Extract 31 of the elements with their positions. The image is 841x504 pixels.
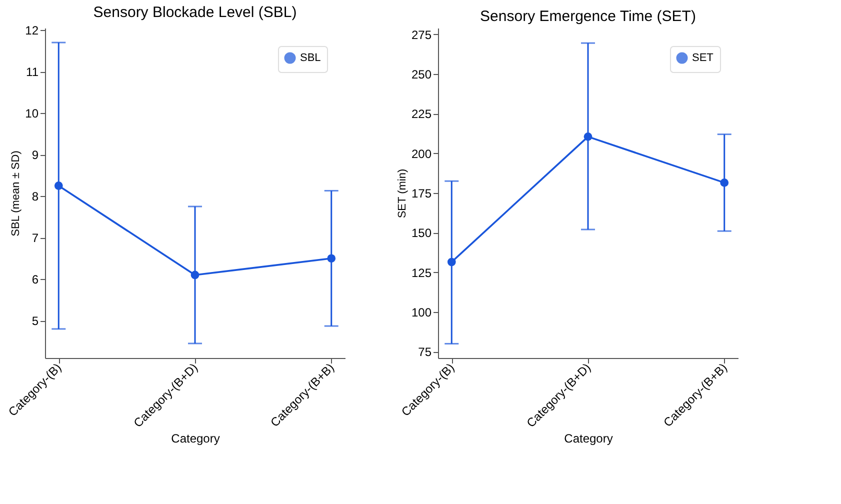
- x-axis-title: Category: [564, 431, 613, 446]
- point: [447, 258, 456, 266]
- y-tick-label: 12: [25, 24, 39, 38]
- point: [54, 182, 63, 190]
- y-tick-label: 250: [411, 68, 432, 82]
- y-tick-label: 225: [411, 107, 432, 122]
- y-tick-label: 9: [32, 148, 39, 162]
- y-tick-label: 11: [26, 65, 39, 80]
- legend-label: SBL: [300, 52, 321, 64]
- y-tick-label: 100: [411, 305, 432, 320]
- y-tick-label: 5: [32, 314, 39, 328]
- point: [584, 132, 592, 141]
- y-axis-title: SBL (mean ± SD): [10, 150, 22, 236]
- point: [190, 270, 200, 280]
- y-tick-label: 200: [411, 146, 432, 161]
- x-axis-title: Category: [171, 431, 220, 446]
- chart-title: Sensory Blockade Level (SBL): [93, 4, 297, 22]
- legend-label: SET: [692, 52, 714, 64]
- y-tick-label: 8: [32, 190, 39, 204]
- y-tick-label: 150: [411, 226, 432, 240]
- y-tick-label: 125: [411, 266, 432, 280]
- y-tick-label: 10: [25, 106, 39, 121]
- y-tick-label: 7: [32, 231, 39, 246]
- y-tick-label: 6: [32, 272, 39, 287]
- y-axis-title: SET (min): [396, 168, 408, 218]
- point: [327, 254, 336, 263]
- y-tick-label: 275: [411, 28, 432, 42]
- y-tick-label: 175: [411, 186, 432, 200]
- chart-title: Sensory Emergence Time (SET): [480, 8, 696, 25]
- point: [720, 178, 729, 187]
- y-tick-label: 75: [418, 345, 432, 360]
